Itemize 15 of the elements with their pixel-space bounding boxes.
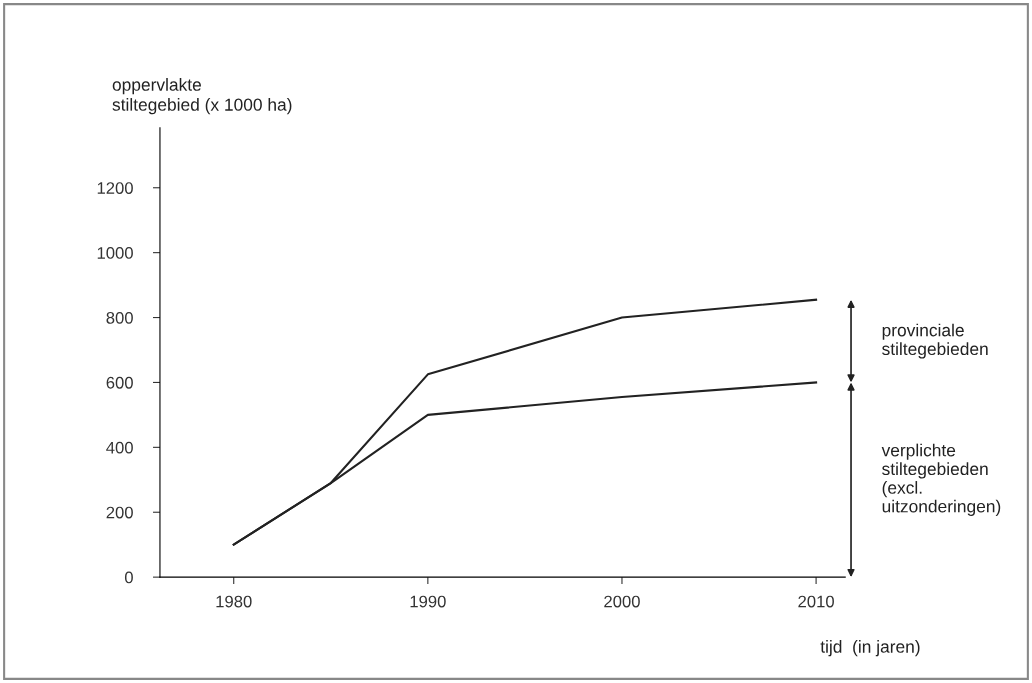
- x-tick-label: 2010: [798, 595, 834, 608]
- x-tick-label: 1980: [216, 595, 252, 608]
- text: verplichte stiltegebieden (excl. uitzonderingen): [881, 443, 1001, 516]
- y-tick-label: 1000: [97, 247, 133, 259]
- y-tick-label: 200: [106, 506, 133, 519]
- y-tick-label: 1200: [97, 182, 133, 194]
- x-tick-label: 1990: [410, 595, 446, 608]
- y-tick-label: 600: [106, 376, 133, 389]
- y-tick-label: 800: [106, 311, 133, 324]
- x-tick-label: 2000: [604, 595, 640, 608]
- y-axis-title: oppervlakte stiltegebied (x 1000 ha): [112, 78, 292, 115]
- text: provinciale stiltegebieden: [882, 323, 988, 359]
- y-tick-label: 400: [106, 441, 133, 454]
- y-tick-label: 0: [124, 571, 133, 584]
- x-axis-title: tijd (in jaren): [820, 640, 920, 657]
